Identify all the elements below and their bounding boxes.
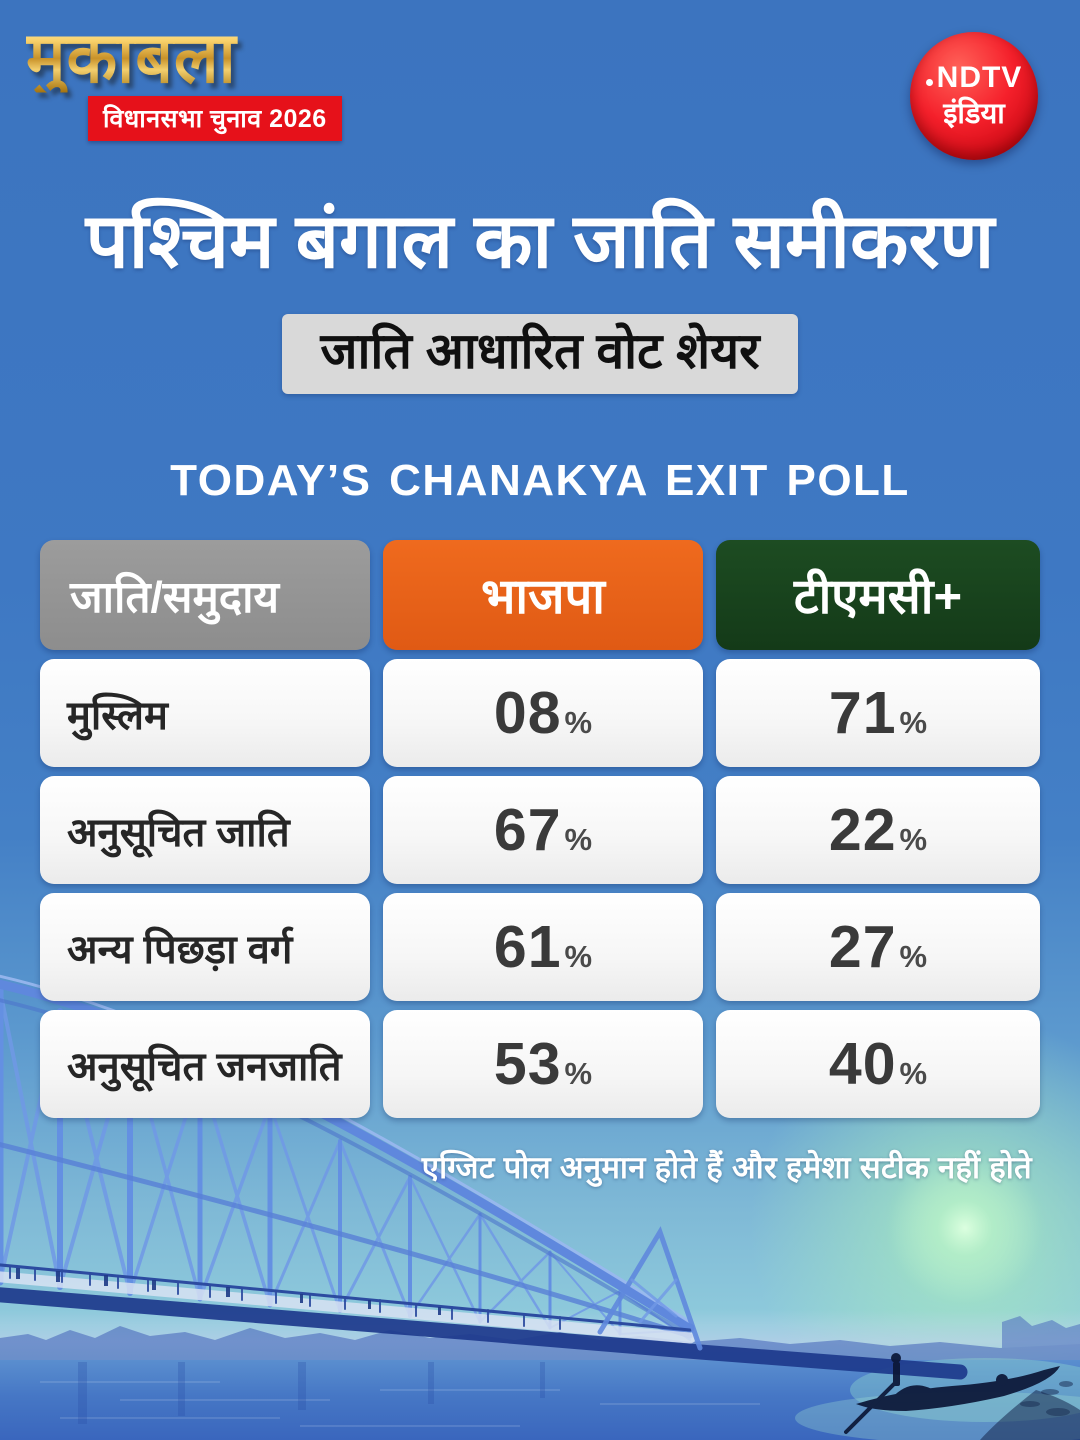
row-label: मुस्लिम	[40, 659, 370, 767]
row-label: अनुसूचित जाति	[40, 776, 370, 884]
value-cell-bjp: 67%	[383, 776, 703, 884]
percent-value: 61	[493, 914, 562, 980]
percent-value: 71	[828, 680, 897, 746]
value-cell-tmc: 27%	[716, 893, 1040, 1001]
howrah-bridge-art	[0, 974, 1080, 1440]
percent-sign: %	[899, 1056, 928, 1091]
column-header-bjp: भाजपा	[383, 540, 703, 650]
percent-sign: %	[564, 1056, 593, 1091]
bridge-reflection	[78, 1362, 545, 1424]
exit-poll-disclaimer: एग्जिट पोल अनुमान होते हैं और हमेशा सटीक…	[421, 1150, 1032, 1185]
boat-silhouette	[844, 1353, 1080, 1440]
percent-sign: %	[899, 705, 928, 740]
percent-sign: %	[564, 822, 593, 857]
show-logo-subtitle-band: विधानसभा चुनाव 2026	[88, 96, 342, 141]
value-cell-bjp: 53%	[383, 1010, 703, 1118]
ndtv-logo-line2: इंडिया	[943, 97, 1005, 130]
ndtv-logo-line1: NDTV	[925, 61, 1023, 95]
percent-value: 53	[493, 1031, 562, 1097]
subtitle-badge: जाति आधारित वोट शेयर	[282, 314, 798, 394]
percent-sign: %	[564, 705, 593, 740]
percent-value: 40	[828, 1031, 897, 1097]
percent-value: 67	[493, 797, 562, 863]
percent-value: 27	[828, 914, 897, 980]
value-cell-tmc: 22%	[716, 776, 1040, 884]
exit-poll-table: जाति/समुदाय भाजपा टीएमसी+ मुस्लिम 08% 71…	[40, 540, 1040, 1118]
show-logo: मुकाबला विधानसभा चुनाव 2026	[26, 21, 342, 141]
percent-sign: %	[899, 822, 928, 857]
value-cell-bjp: 61%	[383, 893, 703, 1001]
value-cell-tmc: 71%	[716, 659, 1040, 767]
row-label: अन्य पिछड़ा वर्ग	[40, 893, 370, 1001]
percent-sign: %	[899, 939, 928, 974]
subtitle-row: जाति आधारित वोट शेयर	[0, 314, 1080, 394]
show-logo-title: मुकाबला	[26, 21, 342, 92]
percent-sign: %	[564, 939, 593, 974]
value-cell-bjp: 08%	[383, 659, 703, 767]
ndtv-logo-dot-icon	[925, 79, 933, 86]
column-header-tmc: टीएमसी+	[716, 540, 1040, 650]
row-label: अनुसूचित जनजाति	[40, 1010, 370, 1118]
value-cell-tmc: 40%	[716, 1010, 1040, 1118]
exit-poll-kicker: TODAY’S CHANAKYA EXIT POLL	[170, 456, 910, 505]
bridge-truss	[0, 974, 968, 1380]
ndtv-india-logo: NDTV इंडिया	[910, 32, 1038, 160]
column-header-category: जाति/समुदाय	[40, 540, 370, 650]
percent-value: 08	[493, 680, 562, 746]
percent-value: 22	[828, 797, 897, 863]
page-title: पश्चिम बंगाल का जाति समीकरण	[85, 199, 995, 284]
